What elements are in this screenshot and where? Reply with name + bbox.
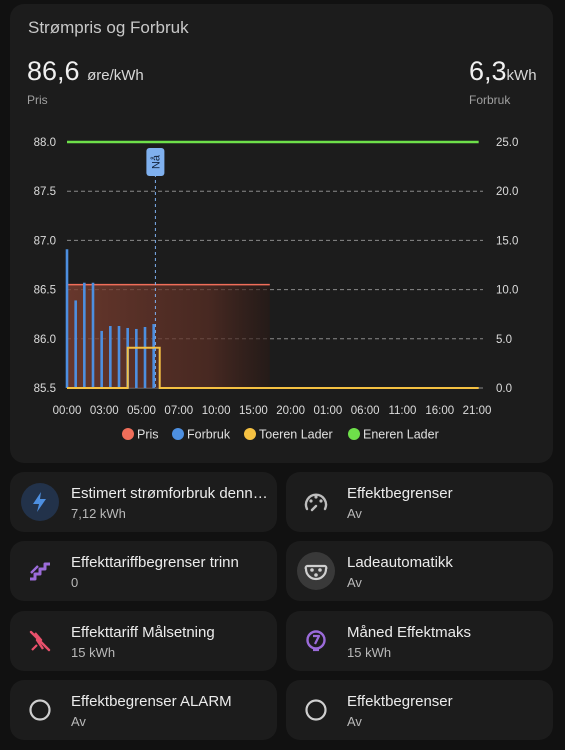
y-right-tick-label: 15.0 [496,235,518,247]
tile-value: 7,12 kWh [71,506,126,521]
chart-legend[interactable]: Pris Forbruk Toeren Lader Eneren Lader [122,428,439,442]
x-tick-label: 21:00 [463,405,492,417]
y-left-tick-label: 85.5 [34,383,56,395]
x-tick-label: 20:00 [276,405,305,417]
legend-marker [348,428,360,440]
price-usage-chart[interactable]: Nå 88.0 87.5 87.0 86.5 86.0 85.5 25.0 20.0 15.0 1… [10,4,553,463]
x-tick-label: 01:00 [314,405,343,417]
lightning-icon [21,483,59,521]
legend-marker [172,428,184,440]
pris-area [67,284,270,388]
tile-value: 15 kWh [71,645,116,660]
x-tick-label: 16:00 [425,405,454,417]
price-label: Pris [27,93,48,107]
tile-effektbegrenser-alarm[interactable]: Effektbegrenser ALARM Av [10,680,277,740]
forbruk-bar [74,300,77,388]
legend-label: Forbruk [187,428,231,442]
y-right-tick-label: 0.0 [496,383,512,395]
tile-title: Ladeautomatikk [347,554,453,571]
forbruk-bar [100,330,103,388]
tile-ladeautomatikk[interactable]: Ladeautomatikk Av [286,541,553,601]
legend-label: Pris [137,428,159,442]
x-tick-label: 05:00 [127,405,156,417]
forbruk-bar [117,326,121,388]
tile-title: Måned Effektmaks [347,624,471,641]
forbruk-bar [109,326,112,388]
x-tick-label: 03:00 [90,405,119,417]
x-tick-label: 00:00 [53,405,82,417]
legend-label: Eneren Lader [363,428,439,442]
speedometer-icon [297,483,335,521]
tile-estimated-usage[interactable]: Estimert strømforbruk denne timen 7,12 k… [10,472,277,532]
power-off-icon [21,622,59,660]
tile-title: Effektbegrenser [347,693,453,710]
usage-display[interactable]: 6,3kWh [469,56,537,87]
circle-outline-icon [297,691,335,729]
pris-series [67,283,270,388]
tile-title: Effektbegrenser [347,485,453,502]
y-right-tick-label: 5.0 [496,334,512,346]
tile-value: Av [347,506,362,521]
y-right-tick-label: 25.0 [496,137,518,149]
x-tick-label: 15:00 [239,405,268,417]
tile-title: Effektbegrenser ALARM [71,693,232,710]
tile-title: Effekttariff Målsetning [71,624,215,641]
y-right-tick-label: 20.0 [496,186,518,198]
y-left-tick-label: 87.5 [34,186,56,198]
tile-value: 0 [71,575,79,590]
forbruk-bar [83,282,86,388]
forbruk-bar [65,249,69,388]
chart-axes: 88.0 87.5 87.0 86.5 86.0 85.5 25.0 20.0 15.0 10.0… [34,137,519,417]
meter-icon [297,622,335,660]
price-display[interactable]: 86,6 øre/kWh [27,56,144,87]
stairs-icon [21,552,59,590]
forbruk-bar [143,326,147,388]
tile-effekttariff-malsetning[interactable]: Effekttariff Målsetning 15 kWh [10,611,277,671]
tile-maned-effektmaks[interactable]: Måned Effektmaks 15 kWh [286,611,553,671]
now-label-bg [146,148,165,176]
usage-unit: kWh [506,67,537,84]
tile-title: Effekttariffbegrenser trinn [71,554,239,571]
now-label: Nå [150,154,162,169]
price-unit: øre/kWh [87,67,144,84]
x-tick-label: 10:00 [202,405,231,417]
y-right-tick-label: 10.0 [496,285,518,297]
tile-value: Av [347,714,362,729]
toeren-lader-series [67,346,479,389]
forbruk-bar [91,282,95,388]
circle-outline-icon [21,691,59,729]
y-left-tick-label: 86.5 [34,285,56,297]
now-marker: Nå [146,148,165,388]
usage-value: 6,3 [469,56,507,86]
price-value: 86,6 [27,56,80,86]
x-tick-label: 11:00 [388,405,416,417]
tile-effektbegrenser[interactable]: Effektbegrenser Av [286,472,553,532]
x-tick-label: 06:00 [351,405,380,417]
forbruk-bar [135,328,138,388]
toeren-line [67,346,479,389]
forbruk-bar [152,324,155,388]
tile-title: Estimert strømforbruk denne timen [71,485,269,502]
tile-effekttariff-trinn[interactable]: Effekttariffbegrenser trinn 0 [10,541,277,601]
y-left-tick-label: 88.0 [34,137,56,149]
usage-label: Forbruk [469,93,511,107]
tile-effektbegrenser-2[interactable]: Effektbegrenser Av [286,680,553,740]
tile-value: Av [71,714,86,729]
ev-plug-icon [297,552,335,590]
legend-marker [122,428,134,440]
legend-label: Toeren Lader [259,428,333,442]
tile-value: 15 kWh [347,645,392,660]
y-left-tick-label: 87.0 [34,235,56,247]
card-title: Strømpris og Forbruk [28,18,189,37]
legend-marker [244,428,256,440]
energy-card: Strømpris og Forbruk 86,6 øre/kWh Pris 6… [10,4,553,463]
x-tick-label: 07:00 [164,405,193,417]
y-left-tick-label: 86.0 [34,334,56,346]
tile-value: Av [347,575,362,590]
